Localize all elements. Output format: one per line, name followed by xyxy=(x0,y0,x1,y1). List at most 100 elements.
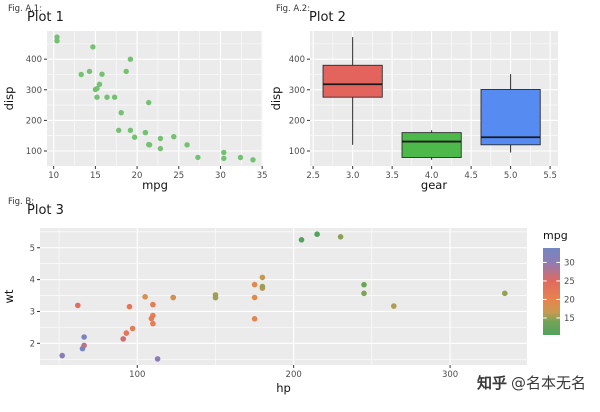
y-tick-label: 2 xyxy=(30,339,35,349)
y-tick-label: 100 xyxy=(289,147,305,157)
data-point xyxy=(126,303,133,310)
x-tick-label: 10 xyxy=(48,171,59,181)
data-point xyxy=(157,145,164,152)
data-point xyxy=(118,110,124,116)
x-tick-label: 20 xyxy=(132,171,143,181)
box-gear-4 xyxy=(401,132,462,158)
data-point xyxy=(154,356,161,362)
y-tick-label: 100 xyxy=(26,147,42,157)
x-tick-label: 4.5 xyxy=(464,171,478,181)
y-tick-label: 3 xyxy=(30,307,35,317)
plot2-chart: 2.5 3.0 3.5 4.0 4.5 5.0 5.5 100 200 300 400 gear dis… xyxy=(270,31,558,192)
x-axis-title: hp xyxy=(276,381,291,395)
data-point xyxy=(123,330,130,336)
watermark-handle: @名本无名 xyxy=(510,374,586,392)
data-point xyxy=(54,34,60,40)
data-point xyxy=(90,44,96,50)
data-point xyxy=(361,281,367,288)
data-point xyxy=(170,294,176,301)
watermark-brand: 知乎 xyxy=(476,374,507,392)
legend-tick-label: 30 xyxy=(564,258,575,268)
x-tick-label: 4.0 xyxy=(425,171,439,181)
x-tick-label: 30 xyxy=(215,171,226,181)
legend-tick-label: 20 xyxy=(564,295,575,305)
panel-background xyxy=(40,228,527,365)
box-gear-3 xyxy=(322,64,383,98)
y-tick-label: 300 xyxy=(289,86,305,96)
data-point xyxy=(75,302,81,309)
data-point xyxy=(150,320,156,327)
x-tick-label: 15 xyxy=(90,171,101,181)
data-point xyxy=(171,134,177,140)
y-tick-label: 400 xyxy=(26,55,42,65)
data-point xyxy=(127,56,134,62)
data-point xyxy=(116,127,122,133)
legend-tick-label: 15 xyxy=(564,314,575,324)
x-tick-label: 2.5 xyxy=(306,171,320,181)
panel-background xyxy=(47,31,263,166)
y-axis-title: disp xyxy=(2,87,16,111)
watermark: 知乎 @名本无名 xyxy=(477,372,586,393)
legend-title: mpg xyxy=(543,229,568,242)
data-point xyxy=(314,231,320,237)
x-axis-title: gear xyxy=(421,178,447,192)
data-point xyxy=(259,283,266,290)
data-point xyxy=(195,154,201,161)
y-axis-title: disp xyxy=(270,87,283,111)
data-point xyxy=(221,155,227,162)
data-point xyxy=(111,94,118,100)
data-point xyxy=(212,294,219,301)
x-tick-label: 3.5 xyxy=(385,171,399,181)
x-tick-label: 300 xyxy=(442,370,458,380)
y-tick-label: 200 xyxy=(26,116,42,126)
x-tick-label: 200 xyxy=(286,370,302,380)
data-point xyxy=(184,142,190,148)
y-tick-label: 5 xyxy=(30,244,35,254)
plot3-title: Plot 3 xyxy=(27,203,64,218)
data-point xyxy=(259,274,266,281)
data-point xyxy=(127,127,134,133)
data-point xyxy=(237,154,244,161)
legend-tick-label: 25 xyxy=(564,277,575,287)
plot2-title: Plot 2 xyxy=(309,10,346,25)
data-point xyxy=(142,129,149,136)
data-point xyxy=(131,134,138,140)
data-point xyxy=(104,94,110,100)
data-point xyxy=(221,149,227,156)
data-point xyxy=(337,234,344,240)
data-point xyxy=(502,290,508,297)
data-point xyxy=(251,316,258,322)
data-point xyxy=(99,71,105,77)
data-point xyxy=(120,336,126,342)
data-point xyxy=(81,334,87,340)
y-tick-label: 300 xyxy=(26,86,42,96)
data-point xyxy=(251,294,258,301)
x-tick-label: 3.0 xyxy=(346,171,360,181)
fig-label-a2: Fig. A.2: xyxy=(276,4,311,14)
data-point xyxy=(81,342,87,349)
data-point xyxy=(391,303,397,309)
data-point xyxy=(78,71,84,78)
data-point xyxy=(251,281,258,288)
data-point xyxy=(146,99,152,106)
data-point xyxy=(250,157,256,163)
x-tick-label: 100 xyxy=(129,370,145,380)
y-tick-label: 400 xyxy=(289,55,305,65)
data-point xyxy=(94,94,100,100)
x-tick-label: 35 xyxy=(257,171,268,181)
box-gear-5 xyxy=(480,89,541,146)
x-tick-label: 5.0 xyxy=(504,171,518,181)
x-axis-title: mpg xyxy=(142,178,168,192)
fig-label-b: Fig. B: xyxy=(8,197,35,207)
data-point xyxy=(96,81,103,88)
plot3-chart: 100 200 300 2 3 4 5 hp wt mpg 30 25 20 15 xyxy=(2,228,575,395)
legend-gradient-bar xyxy=(543,248,560,335)
data-point xyxy=(298,237,305,243)
plot1-chart: 10 15 20 25 30 35 100 200 300 400 mpg disp xyxy=(2,31,268,192)
data-point xyxy=(157,135,164,142)
data-point xyxy=(92,86,99,93)
plot1-title: Plot 1 xyxy=(27,10,64,25)
data-point xyxy=(54,38,60,44)
data-point xyxy=(129,325,136,332)
